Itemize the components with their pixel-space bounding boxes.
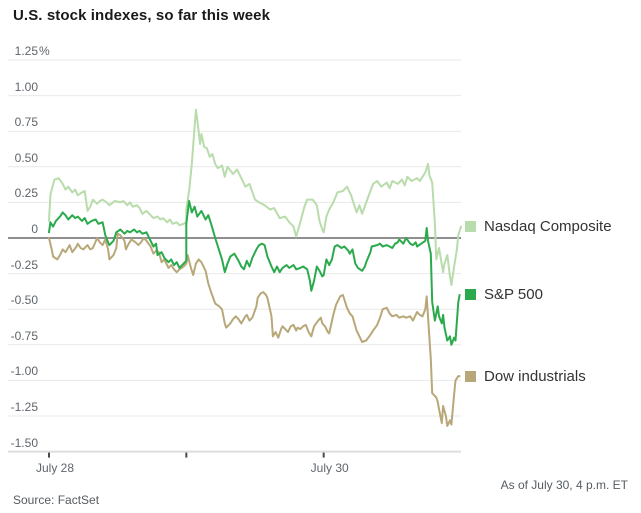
y-axis-label: 0.50 (14, 150, 38, 165)
y-axis-label: -1.50 (10, 435, 38, 450)
y-axis-label: 0.25 (14, 186, 38, 201)
y-axis-label: -0.75 (10, 328, 38, 343)
as-of-timestamp: As of July 30, 4 p.m. ET (500, 478, 628, 492)
legend-swatch-dow (465, 370, 476, 382)
y-axis-label: -1.25 (10, 400, 38, 414)
legend-item-nasdaq: Nasdaq Composite (465, 218, 612, 236)
series-line-sp500 (48, 200, 461, 346)
y-axis-unit: % (39, 44, 50, 58)
y-axis-label: 0 (31, 222, 38, 236)
legend-item-sp500: S&P 500 (465, 286, 543, 304)
series-line-nasdaq (48, 108, 462, 286)
legend-label-nasdaq: Nasdaq Composite (484, 218, 612, 236)
legend-item-dow: Dow industrials (465, 367, 586, 385)
series-line-dow (48, 232, 461, 427)
y-axis-label: -1.00 (10, 364, 38, 379)
x-axis-label: July 28 (35, 461, 75, 475)
x-axis-label: July 30 (310, 461, 349, 475)
y-axis-label: -0.25 (10, 257, 38, 272)
legend-swatch-sp500 (465, 289, 476, 301)
y-axis-label: 0.75 (14, 115, 38, 130)
legend-label-dow: Dow industrials (484, 367, 586, 385)
source-credit: Source: FactSet (13, 493, 100, 507)
y-axis-label: 1.25% (14, 44, 50, 58)
y-axis-label: 1.00 (14, 79, 38, 94)
legend-swatch-nasdaq (465, 221, 476, 233)
chart-title: U.S. stock indexes, so far this week (13, 7, 271, 24)
legend-label-sp500: S&P 500 (484, 286, 543, 304)
y-axis-label: -0.50 (10, 293, 38, 308)
